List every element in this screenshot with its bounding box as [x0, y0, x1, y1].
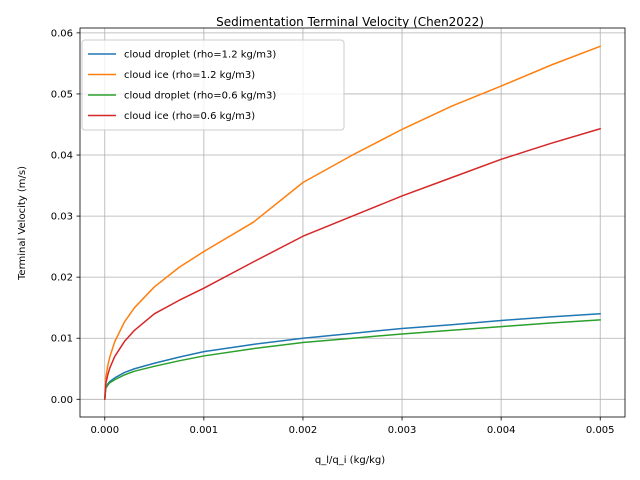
chart-title: Sedimentation Terminal Velocity (Chen202… [216, 15, 484, 29]
y-tick-label: 0.06 [51, 28, 73, 39]
series-line-2 [104, 45, 601, 401]
legend-entry-label: cloud droplet (rho=0.6 kg/m3) [124, 91, 276, 102]
y-axis-ticks: 0.00 0.01 0.02 0.03 0.04 0.05 0.06 [51, 28, 80, 406]
y-tick-label: 0.01 [51, 334, 73, 345]
y-tick-label: 0.04 [51, 151, 73, 162]
series-line-3 [104, 319, 601, 401]
x-tick-label: 0.002 [289, 425, 318, 436]
x-tick-label: 0.004 [487, 425, 516, 436]
legend-box [81, 39, 345, 131]
x-tick-label: 0.005 [586, 425, 615, 436]
y-axis-label: Terminal Velocity (m/s) [17, 166, 28, 281]
x-axis-ticks: 0.000 0.001 0.002 0.003 0.004 0.005 [90, 417, 615, 436]
x-tick-label: 0.003 [388, 425, 417, 436]
plot-frame [79, 27, 626, 418]
y-tick-label: 0.05 [51, 89, 73, 100]
series-lines [104, 45, 601, 401]
y-tick-label: 0.03 [51, 212, 73, 223]
series-line-1 [104, 313, 601, 401]
legend-entry-label: cloud ice (rho=1.2 kg/m3) [124, 70, 255, 81]
x-axis-label: q_l/q_i (kg/kg) [315, 455, 385, 466]
series-line-4 [104, 128, 601, 401]
legend-entry-label: cloud ice (rho=0.6 kg/m3) [124, 111, 255, 122]
x-tick-label: 0.001 [190, 425, 219, 436]
x-tick-label: 0.000 [90, 425, 119, 436]
y-tick-label: 0.00 [51, 395, 73, 406]
y-tick-label: 0.02 [51, 273, 73, 284]
legend-entry-label: cloud droplet (rho=1.2 kg/m3) [124, 50, 276, 61]
legend: cloud droplet (rho=1.2 kg/m3) cloud ice (… [81, 39, 345, 131]
